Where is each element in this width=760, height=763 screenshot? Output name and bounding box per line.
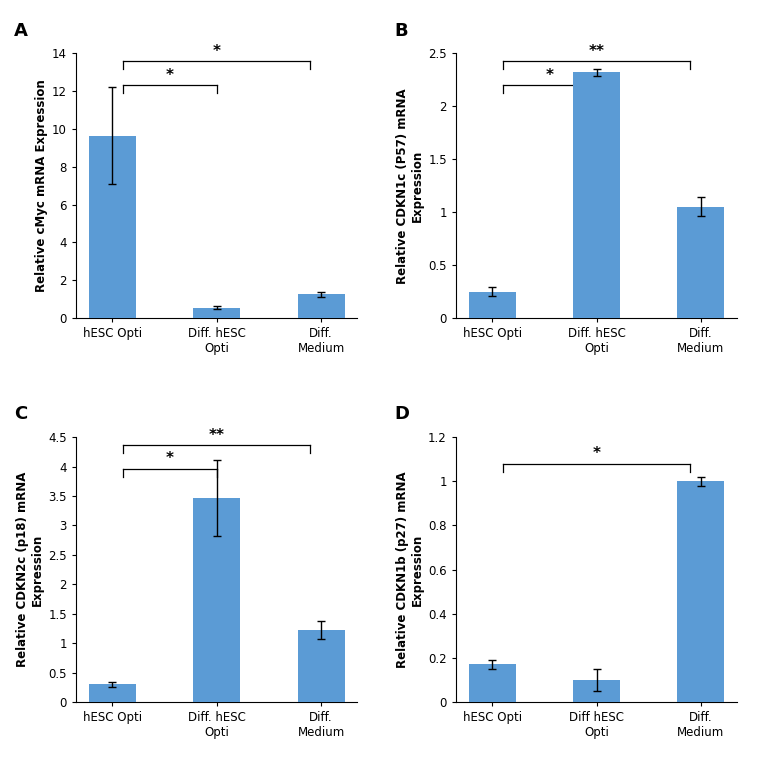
Text: *: * xyxy=(213,43,220,59)
Y-axis label: Relative cMyc mRNA Expression: Relative cMyc mRNA Expression xyxy=(35,79,48,292)
Text: B: B xyxy=(394,21,407,40)
Bar xyxy=(298,630,344,702)
Bar xyxy=(677,207,724,318)
Bar xyxy=(469,665,515,702)
Bar xyxy=(298,295,344,318)
Text: *: * xyxy=(593,446,600,461)
Bar xyxy=(89,136,136,318)
Text: *: * xyxy=(166,452,174,466)
Bar xyxy=(573,72,620,318)
Bar xyxy=(469,291,515,318)
Bar xyxy=(677,481,724,702)
Y-axis label: Relative CDKN1b (p27) mRNA
Expression: Relative CDKN1b (p27) mRNA Expression xyxy=(396,472,424,668)
Bar xyxy=(193,497,240,702)
Bar xyxy=(193,307,240,318)
Bar xyxy=(89,684,136,702)
Text: *: * xyxy=(546,68,553,82)
Text: **: ** xyxy=(588,43,604,59)
Text: **: ** xyxy=(209,427,225,443)
Bar xyxy=(573,680,620,702)
Text: D: D xyxy=(394,405,409,423)
Text: A: A xyxy=(14,21,28,40)
Y-axis label: Relative CDKN1c (P57) mRNA
Expression: Relative CDKN1c (P57) mRNA Expression xyxy=(396,88,424,284)
Text: *: * xyxy=(166,68,174,82)
Text: C: C xyxy=(14,405,27,423)
Y-axis label: Relative CDKN2c (p18) mRNA
Expression: Relative CDKN2c (p18) mRNA Expression xyxy=(16,472,44,668)
